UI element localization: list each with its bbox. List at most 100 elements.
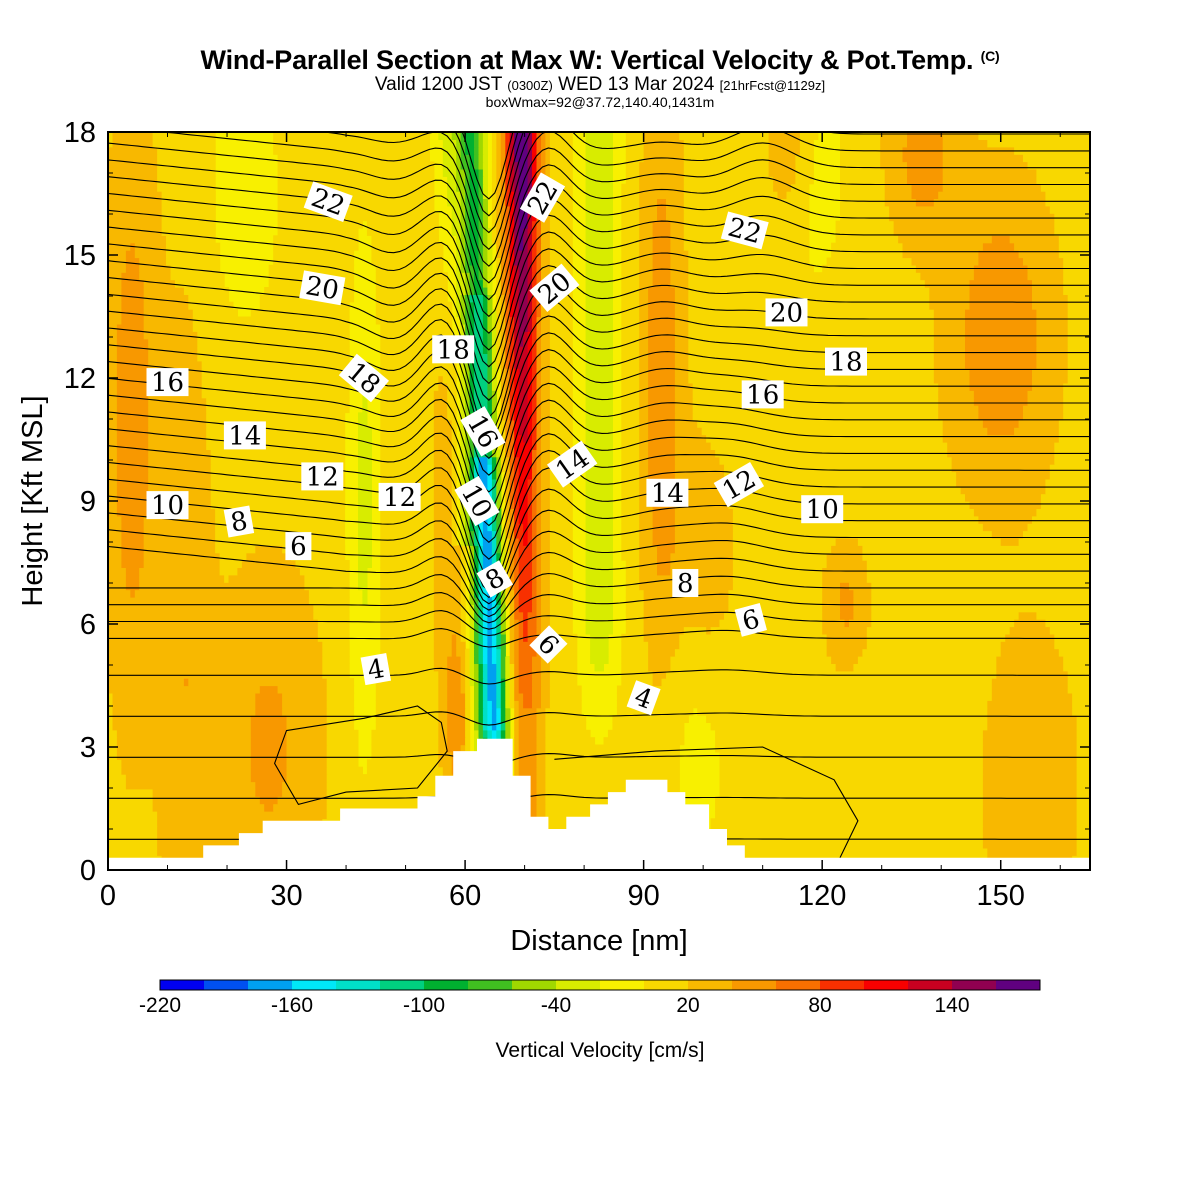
vv-cell (465, 213, 471, 222)
vv-cell (500, 139, 506, 148)
vv-cell (108, 198, 163, 207)
contour-label: 20 (765, 298, 808, 328)
contour-label-text: 6 (290, 532, 307, 562)
vv-cell (518, 183, 529, 192)
colorbar-swatch (688, 980, 733, 990)
vv-cell (688, 346, 935, 354)
vv-cell (456, 139, 462, 148)
vv-cell (433, 486, 453, 495)
vv-cell (482, 589, 488, 598)
vv-cell (648, 648, 676, 657)
vv-cell (514, 301, 520, 310)
vv-cell (509, 574, 515, 583)
vv-cell (621, 235, 640, 244)
vv-cell (728, 493, 966, 502)
vv-cell (491, 648, 497, 657)
vv-cell (536, 168, 542, 177)
vv-cell (674, 360, 689, 369)
vv-cell (621, 346, 640, 354)
vv-cell (491, 596, 497, 605)
vv-cell (465, 456, 471, 465)
vv-cell (652, 670, 667, 679)
vv-cell (474, 161, 480, 170)
vv-cell (219, 560, 243, 568)
vv-cell (469, 530, 475, 539)
vv-cell (465, 670, 471, 679)
vv-cell (674, 397, 694, 406)
vv-cell (514, 427, 520, 436)
contour-label: 16 (146, 368, 189, 398)
vv-cell (973, 390, 1029, 399)
vv-cell (536, 382, 542, 391)
vv-cell (438, 729, 448, 738)
colorbar-label: Vertical Velocity [cm/s] (496, 1039, 705, 1062)
vv-cell (1063, 405, 1090, 414)
vv-cell (536, 360, 542, 369)
vv-cell (362, 397, 368, 406)
theta-contour (108, 147, 1090, 284)
vv-cell (108, 346, 118, 354)
vv-cell (639, 168, 685, 177)
vv-cell (447, 382, 457, 391)
vv-cell (639, 405, 649, 414)
vv-cell (474, 707, 480, 716)
vv-cell (482, 154, 488, 163)
vv-cell (1076, 833, 1090, 842)
vv-cell (496, 301, 502, 310)
vv-cell (362, 589, 368, 598)
vv-cell (541, 501, 551, 509)
vv-cell (505, 486, 511, 495)
vv-cell (112, 139, 154, 148)
vv-cell (549, 648, 578, 657)
vv-cell (532, 323, 538, 332)
vv-cell (108, 250, 127, 259)
vv-cell (549, 191, 573, 199)
vv-cell (496, 515, 502, 524)
vv-cell (482, 161, 488, 170)
vv-cell (978, 405, 1024, 414)
vv-cell (585, 530, 613, 539)
vv-cell (518, 626, 524, 635)
vv-cell (460, 397, 466, 406)
vv-cell (509, 604, 515, 613)
vv-cell (889, 213, 1055, 222)
vv-cell (585, 508, 613, 517)
vv-cell (380, 427, 435, 436)
vv-cell (469, 168, 480, 177)
vv-cell (514, 737, 520, 746)
vv-cell (652, 227, 672, 236)
vv-cell (482, 250, 488, 259)
vv-cell (478, 611, 484, 620)
vv-cell (514, 656, 520, 664)
vv-cell (822, 604, 841, 613)
vv-cell (500, 729, 506, 738)
vv-cell (273, 235, 359, 244)
vv-cell (371, 751, 439, 760)
vv-cell (719, 456, 953, 465)
vv-cell (108, 692, 114, 701)
vv-cell (505, 235, 511, 244)
vv-cell (541, 419, 551, 428)
vv-cell (514, 530, 524, 539)
vv-cell (1076, 744, 1090, 753)
vv-cell (108, 633, 319, 642)
vv-cell (657, 560, 671, 568)
vv-cell (536, 257, 542, 266)
vv-cell (1076, 766, 1090, 775)
theta-contour (108, 753, 1090, 767)
vv-cell (509, 382, 515, 391)
vv-cell (527, 530, 533, 539)
vv-cell (469, 464, 475, 473)
vv-cell (585, 626, 613, 635)
vv-cell (518, 198, 529, 207)
vv-cell (465, 700, 471, 709)
vv-cell (982, 523, 1029, 532)
vv-cell (679, 641, 828, 650)
vv-cell (139, 574, 225, 583)
contour-label-bg (720, 211, 769, 250)
vv-cell (465, 744, 471, 753)
vv-cell (460, 257, 466, 266)
vv-cell (590, 641, 609, 650)
vv-cell (134, 242, 167, 251)
vv-cell (460, 132, 466, 140)
